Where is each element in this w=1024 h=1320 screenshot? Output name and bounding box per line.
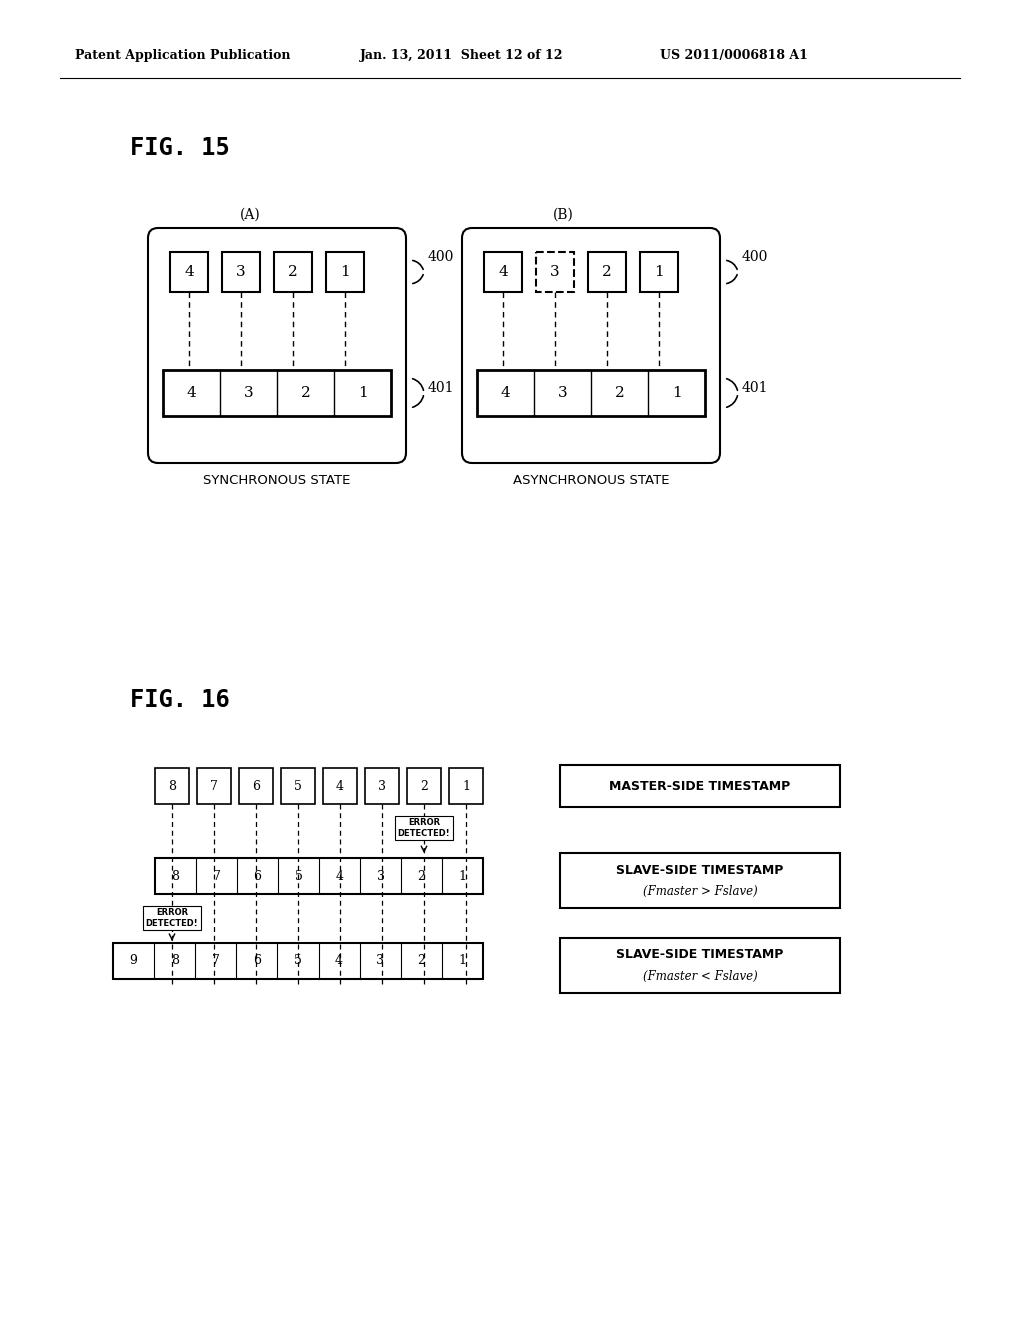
Text: 5: 5	[294, 954, 302, 968]
Bar	[560, 766, 840, 807]
Text: 4: 4	[335, 954, 343, 968]
Text: 400: 400	[742, 249, 768, 264]
Bar	[560, 939, 840, 993]
Text: 3: 3	[244, 385, 253, 400]
Text: FIG. 15: FIG. 15	[130, 136, 229, 160]
Text: 1: 1	[357, 385, 368, 400]
Bar	[222, 252, 260, 292]
Text: ASYNCHRONOUS STATE: ASYNCHRONOUS STATE	[513, 474, 670, 487]
Text: 400: 400	[428, 249, 455, 264]
Text: MASTER-SIDE TIMESTAMP: MASTER-SIDE TIMESTAMP	[609, 780, 791, 792]
Text: FIG. 16: FIG. 16	[130, 688, 229, 711]
Bar	[239, 768, 273, 804]
Text: 5: 5	[295, 870, 302, 883]
Text: 5: 5	[294, 780, 302, 792]
Bar	[326, 252, 364, 292]
Text: 7: 7	[213, 870, 220, 883]
Text: 3: 3	[376, 954, 384, 968]
Text: 2: 2	[418, 954, 425, 968]
Text: 2: 2	[602, 265, 612, 279]
Text: ERROR
DETECTED!: ERROR DETECTED!	[397, 818, 451, 838]
Text: 3: 3	[378, 780, 386, 792]
Text: 4: 4	[336, 870, 343, 883]
Text: Jan. 13, 2011  Sheet 12 of 12: Jan. 13, 2011 Sheet 12 of 12	[360, 49, 563, 62]
Text: Patent Application Publication: Patent Application Publication	[75, 49, 291, 62]
Text: 401: 401	[742, 381, 768, 395]
Text: 4: 4	[498, 265, 508, 279]
Bar	[477, 370, 705, 416]
Bar	[197, 768, 231, 804]
Text: 1: 1	[459, 870, 467, 883]
Text: 6: 6	[252, 780, 260, 792]
Text: 1: 1	[462, 780, 470, 792]
Bar	[281, 768, 315, 804]
Text: SLAVE-SIDE TIMESTAMP: SLAVE-SIDE TIMESTAMP	[616, 863, 783, 876]
Bar	[323, 768, 357, 804]
Text: 4: 4	[501, 385, 510, 400]
Text: (B): (B)	[553, 209, 573, 222]
Text: 7: 7	[210, 780, 218, 792]
Text: 6: 6	[254, 870, 261, 883]
Bar	[588, 252, 626, 292]
Text: 6: 6	[253, 954, 261, 968]
Text: 8: 8	[168, 780, 176, 792]
Bar	[449, 768, 483, 804]
Text: 4: 4	[184, 265, 194, 279]
Bar	[155, 858, 483, 894]
Text: 3: 3	[550, 265, 560, 279]
Text: 401: 401	[428, 381, 455, 395]
Text: 7: 7	[212, 954, 220, 968]
Text: 2: 2	[614, 385, 625, 400]
Bar	[560, 853, 840, 908]
Text: 8: 8	[171, 870, 179, 883]
Text: 9: 9	[130, 954, 137, 968]
Text: 2: 2	[288, 265, 298, 279]
Text: (Fmaster > Fslave): (Fmaster > Fslave)	[643, 884, 758, 898]
Bar	[113, 942, 483, 979]
Text: 2: 2	[301, 385, 310, 400]
Text: 1: 1	[340, 265, 350, 279]
Text: 2: 2	[418, 870, 425, 883]
Text: SYNCHRONOUS STATE: SYNCHRONOUS STATE	[204, 474, 350, 487]
Text: 3: 3	[558, 385, 567, 400]
Bar	[170, 252, 208, 292]
Text: 1: 1	[654, 265, 664, 279]
Text: US 2011/0006818 A1: US 2011/0006818 A1	[660, 49, 808, 62]
Text: 2: 2	[420, 780, 428, 792]
Bar	[640, 252, 678, 292]
Text: (Fmaster < Fslave): (Fmaster < Fslave)	[643, 969, 758, 982]
Text: 4: 4	[336, 780, 344, 792]
Text: 3: 3	[377, 870, 384, 883]
Text: SLAVE-SIDE TIMESTAMP: SLAVE-SIDE TIMESTAMP	[616, 949, 783, 961]
Text: 4: 4	[186, 385, 197, 400]
Text: 1: 1	[672, 385, 681, 400]
Text: (A): (A)	[240, 209, 260, 222]
Bar	[163, 370, 391, 416]
Bar	[274, 252, 312, 292]
Bar	[365, 768, 399, 804]
Text: 8: 8	[171, 954, 178, 968]
Text: 3: 3	[237, 265, 246, 279]
Bar	[407, 768, 441, 804]
Bar	[484, 252, 522, 292]
Bar	[155, 768, 189, 804]
Text: 1: 1	[459, 954, 467, 968]
Text: ERROR
DETECTED!: ERROR DETECTED!	[145, 908, 199, 928]
Bar	[536, 252, 574, 292]
